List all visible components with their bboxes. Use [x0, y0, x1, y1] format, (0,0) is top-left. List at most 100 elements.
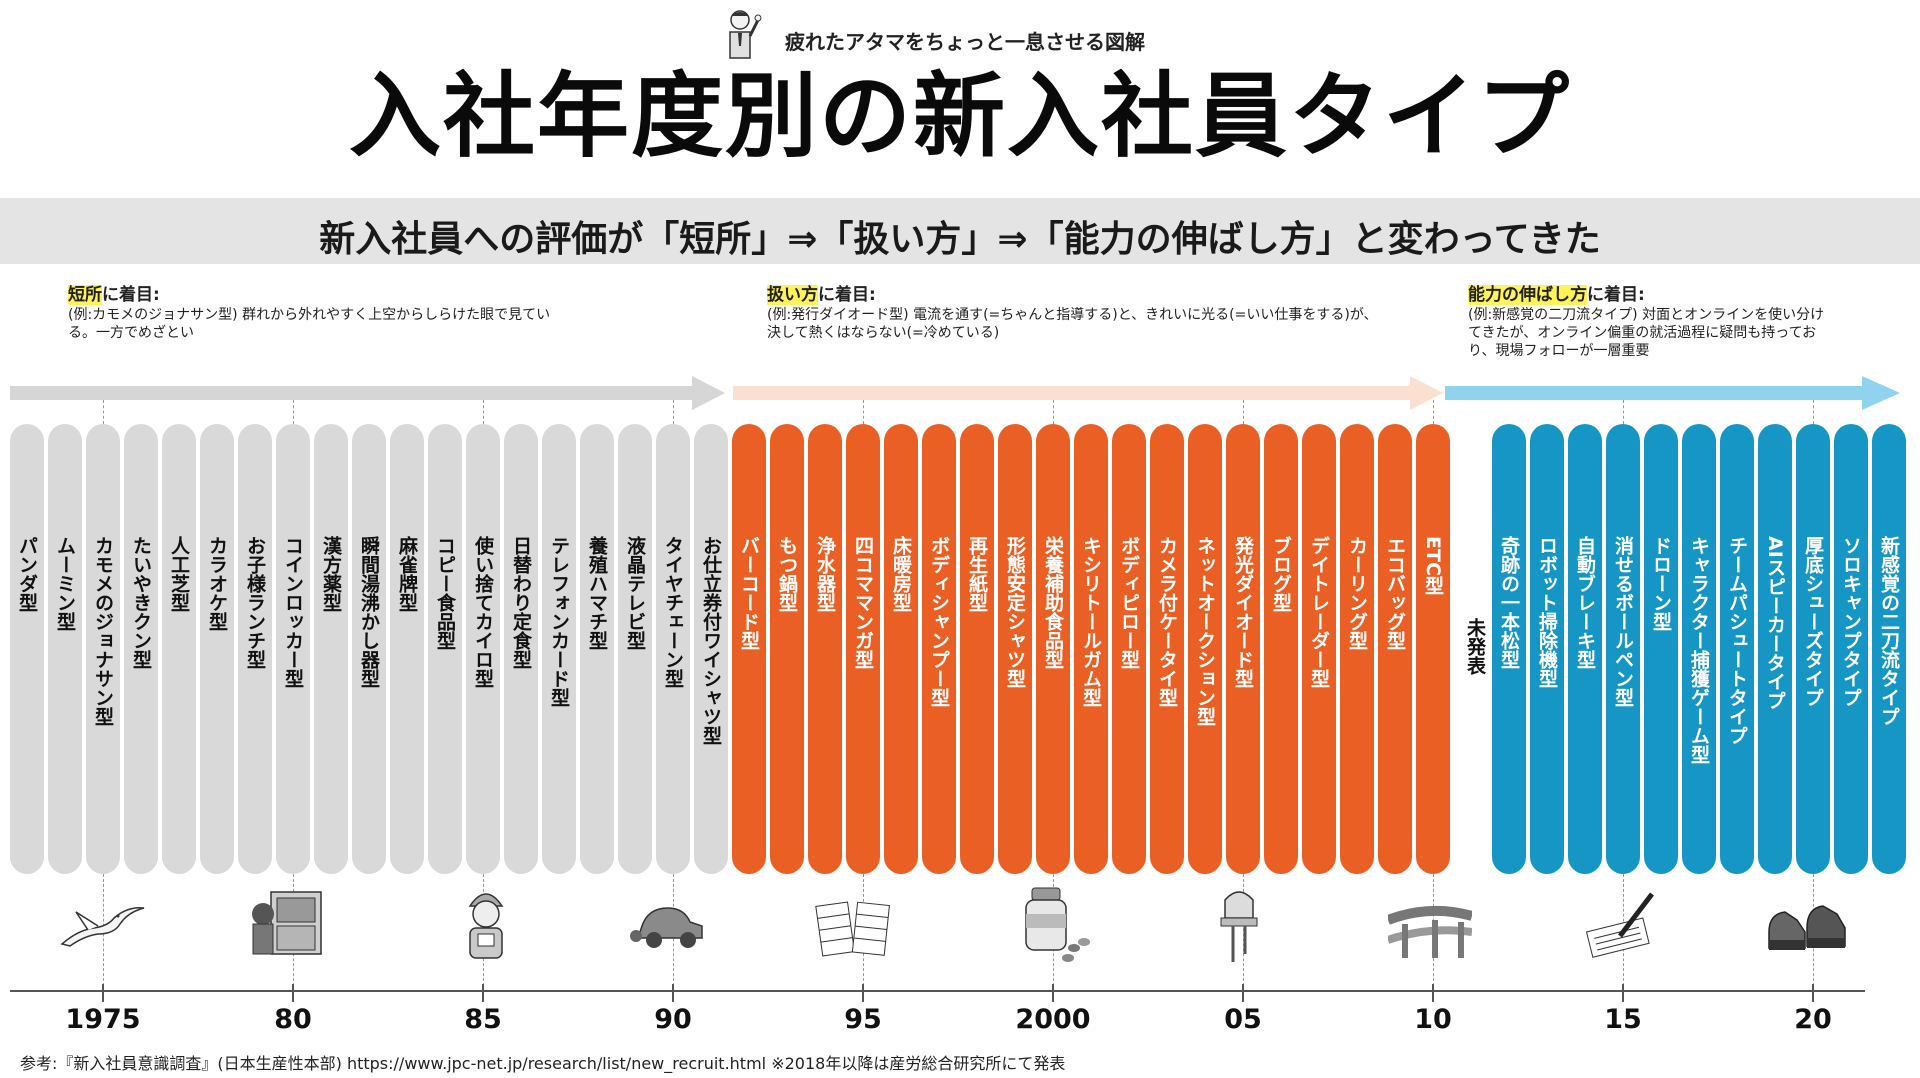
type-label: 再生紙型 — [966, 536, 988, 612]
type-label: カーリング型 — [1346, 536, 1368, 650]
year-guide — [863, 400, 864, 424]
type-bar: キャラクター捕獲ゲーム型 — [1682, 424, 1716, 874]
axis-tick — [482, 984, 484, 1002]
axis-tick — [1432, 984, 1434, 1002]
page-title: 入社年度別の新入社員タイプ — [348, 63, 1571, 170]
disposable-heater-icon — [458, 884, 514, 968]
type-label: お仕立券付ワイシャツ型 — [700, 536, 722, 745]
type-label: 瞬間湯沸かし器型 — [358, 536, 380, 688]
type-label: 液晶テレビ型 — [624, 536, 646, 650]
era-note-handling: 扱い方に着目: (例:発行ダイオード型) 電流を通す(=ちゃんと指導する)と、き… — [767, 285, 1387, 342]
type-label: 四コママンガ型 — [852, 536, 874, 669]
type-label: チームパシュートタイプ — [1726, 536, 1748, 745]
year-label: 95 — [844, 1004, 882, 1035]
type-label: ドローン型 — [1650, 536, 1672, 631]
era3-arrow — [1445, 376, 1900, 410]
type-bar: ETC型 — [1416, 424, 1450, 874]
type-bar: 栄養補助食品型 — [1036, 424, 1070, 874]
type-label: ブログ型 — [1270, 536, 1292, 612]
type-bar: バーコード型 — [732, 424, 766, 874]
year-guide — [673, 400, 674, 424]
seagull-icon — [58, 900, 148, 954]
type-label: 自動ブレーキ型 — [1574, 536, 1596, 669]
year-guide — [103, 400, 104, 424]
type-label: 厚底シューズタイプ — [1802, 536, 1824, 707]
type-bar: 人工芝型 — [162, 424, 196, 874]
year-guide — [1053, 400, 1054, 424]
type-bar: 自動ブレーキ型 — [1568, 424, 1602, 874]
type-label: ボディピロー型 — [1118, 536, 1140, 669]
subtitle-band — [0, 198, 1920, 264]
year-guide — [1623, 400, 1624, 424]
type-label: エコバッグ型 — [1384, 536, 1406, 650]
axis-tick — [1052, 984, 1054, 1002]
type-bar: 床暖房型 — [884, 424, 918, 874]
type-label: ムーミン型 — [54, 536, 76, 631]
year-guide — [1433, 400, 1434, 424]
supplement-icon — [1018, 884, 1094, 970]
axis-tick — [1622, 984, 1624, 1002]
type-bar: お仕立券付ワイシャツ型 — [694, 424, 728, 874]
type-bar: 養殖ハマチ型 — [580, 424, 614, 874]
type-bar: 消せるボールペン型 — [1606, 424, 1640, 874]
thick-sole-shoes-icon — [1765, 892, 1849, 960]
type-bar: 麻雀牌型 — [390, 424, 424, 874]
type-label: 新感覚の二刀流タイプ — [1878, 536, 1900, 726]
type-bar: 使い捨てカイロ型 — [466, 424, 500, 874]
type-label: コピー食品型 — [434, 536, 456, 650]
axis-tick — [1812, 984, 1814, 1002]
year-guide — [1813, 400, 1814, 424]
type-label: たいやきクン型 — [130, 536, 152, 669]
era-note-growth: 能力の伸ばし方に着目: (例:新感覚の二刀流タイプ) 対面とオンラインを使い分け… — [1468, 285, 1838, 360]
type-bar: AIスピーカータイプ — [1758, 424, 1792, 874]
subtitle: 新入社員への評価が「短所」⇒「扱い方」⇒「能力の伸ばし方」と変わってきた — [319, 219, 1601, 260]
type-label: カモメのジョナサン型 — [92, 536, 114, 726]
type-bar: 再生紙型 — [960, 424, 994, 874]
type-label: デイトレーダー型 — [1308, 536, 1330, 688]
type-bar: ドローン型 — [1644, 424, 1678, 874]
type-label: バーコード型 — [738, 536, 760, 650]
type-bar: 液晶テレビ型 — [618, 424, 652, 874]
type-label: ネットオークション型 — [1194, 536, 1216, 726]
axis-tick — [672, 984, 674, 1002]
type-label: 消せるボールペン型 — [1612, 536, 1634, 707]
year-label: 85 — [464, 1004, 502, 1035]
type-bar: カーリング型 — [1340, 424, 1374, 874]
type-bar: エコバッグ型 — [1378, 424, 1412, 874]
year-label: 1975 — [65, 1004, 141, 1035]
type-bar: カメラ付ケータイ型 — [1150, 424, 1184, 874]
type-bar: 四コママンガ型 — [846, 424, 880, 874]
tire-chain-car-icon — [628, 898, 708, 954]
coin-locker-icon — [245, 888, 325, 962]
type-bar: たいやきクン型 — [124, 424, 158, 874]
type-bar: ボディシャンプー型 — [922, 424, 956, 874]
type-label: AIスピーカータイプ — [1764, 536, 1786, 710]
type-label: 栄養補助食品型 — [1042, 536, 1064, 669]
type-bar: ロボット掃除機型 — [1530, 424, 1564, 874]
era-body: (例:新感覚の二刀流タイプ) 対面とオンラインを使い分けてきたが、オンライン偏重… — [1468, 307, 1825, 359]
type-bar: デイトレーダー型 — [1302, 424, 1336, 874]
type-label: 人工芝型 — [168, 536, 190, 612]
type-bar: 新感覚の二刀流タイプ — [1872, 424, 1906, 874]
axis-tick — [102, 984, 104, 1002]
year-label: 15 — [1604, 1004, 1642, 1035]
type-label: 床暖房型 — [890, 536, 912, 612]
axis-tick — [292, 984, 294, 1002]
type-label: タイヤチェーン型 — [662, 536, 684, 688]
axis-tick — [862, 984, 864, 1002]
axis-tick — [1242, 984, 1244, 1002]
type-bar: コインロッカー型 — [276, 424, 310, 874]
led-icon — [1217, 884, 1261, 968]
type-bar: 瞬間湯沸かし器型 — [352, 424, 386, 874]
type-label: お子様ランチ型 — [244, 536, 266, 669]
type-label: 使い捨てカイロ型 — [472, 536, 494, 688]
type-bar: 発光ダイオード型 — [1226, 424, 1260, 874]
year-guide — [483, 400, 484, 424]
businessman-icon — [718, 6, 762, 64]
era-highlight: 能力の伸ばし方 — [1468, 285, 1587, 305]
type-bar: チームパシュートタイプ — [1720, 424, 1754, 874]
type-bar: パンダ型 — [10, 424, 44, 874]
type-label: カラオケ型 — [206, 536, 228, 631]
year-label: 10 — [1414, 1004, 1452, 1035]
year-label: 20 — [1794, 1004, 1832, 1035]
